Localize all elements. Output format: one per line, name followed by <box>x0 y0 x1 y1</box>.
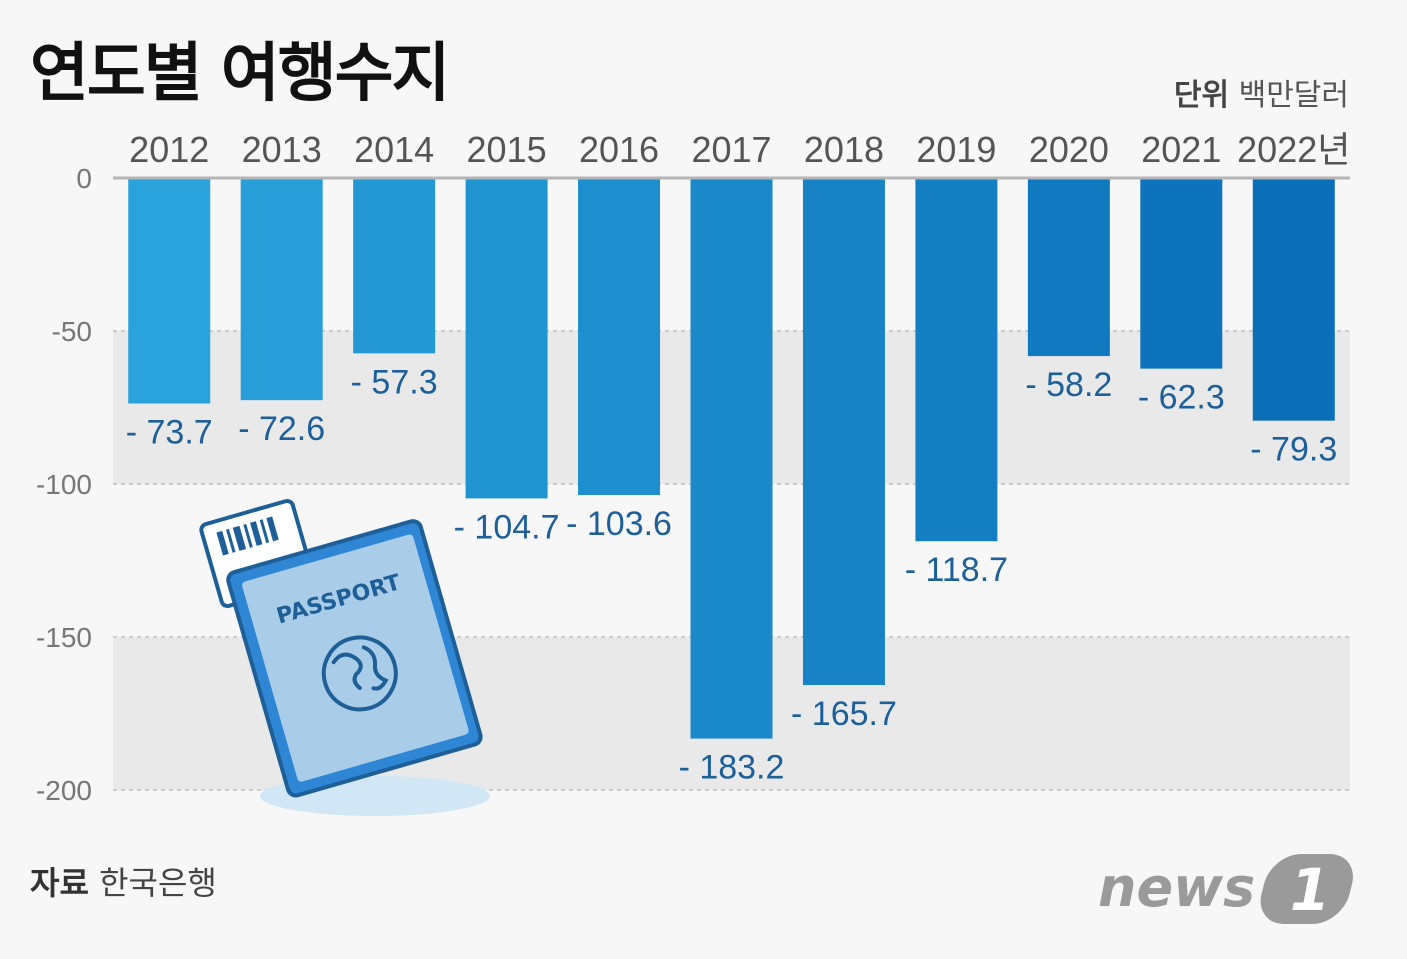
category-label: 2016 <box>579 129 659 170</box>
x-axis: 2012 2013 2014 2015 2016 2017 2018 2019 2020 2021… <box>129 129 1350 170</box>
logo-number: 1 <box>1290 856 1330 924</box>
category-label: 2019 <box>916 129 996 170</box>
category-label: 2018 <box>804 129 884 170</box>
bar <box>915 178 998 542</box>
data-label: - 57.3 <box>351 363 438 401</box>
logo-badge <box>1260 854 1353 924</box>
y-axis: 0 -50 -100 -150 -200 <box>36 163 92 806</box>
unit-value: 백만달러 <box>1238 78 1349 113</box>
data-label: - 103.6 <box>566 505 672 543</box>
source-value: 한국은행 <box>99 864 217 902</box>
category-label: 2012 <box>129 129 209 170</box>
bar <box>353 178 436 354</box>
category-label: 2021 <box>1141 129 1221 170</box>
data-label: - 79.3 <box>1250 431 1337 469</box>
category-label: 2022년 <box>1237 129 1350 170</box>
news1-logo: news 1 <box>1098 854 1353 924</box>
y-tick-label: -200 <box>36 775 92 806</box>
barcode-icon <box>216 516 279 556</box>
bar <box>240 178 323 401</box>
bar <box>802 178 885 686</box>
y-tick-label: -150 <box>36 622 92 653</box>
passport-illustration: PASSPORT <box>199 499 490 816</box>
data-label: - 183.2 <box>679 749 785 787</box>
category-label: 2014 <box>354 129 434 170</box>
category-label: 2017 <box>691 129 771 170</box>
category-label: 2013 <box>242 129 322 170</box>
category-label: 2015 <box>467 129 547 170</box>
bar <box>128 178 211 404</box>
data-label: - 72.6 <box>238 410 325 448</box>
bar <box>690 178 773 739</box>
unit-label: 단위 백만달러 <box>1174 70 1349 114</box>
data-label: - 58.2 <box>1025 366 1112 404</box>
source-key: 자료 <box>30 864 89 902</box>
y-tick-label: -100 <box>36 469 92 500</box>
bar <box>1027 178 1110 357</box>
bar <box>578 178 661 496</box>
y-tick-label: -50 <box>52 316 92 347</box>
data-label: - 104.7 <box>454 508 560 546</box>
bars <box>128 178 1335 739</box>
data-label: - 62.3 <box>1138 379 1225 417</box>
logo-text: news <box>1098 856 1255 919</box>
data-label: - 118.7 <box>905 551 1008 589</box>
bar <box>1252 178 1335 421</box>
bar <box>465 178 548 499</box>
globe-icon <box>321 635 398 712</box>
data-label: - 73.7 <box>126 414 213 452</box>
source-label: 자료 한국은행 <box>30 858 217 904</box>
unit-key: 단위 <box>1173 78 1230 113</box>
category-label: 2020 <box>1029 129 1109 170</box>
data-label: - 165.7 <box>791 695 897 733</box>
bar <box>1140 178 1223 369</box>
chart-title: 연도별 여행수지 <box>30 37 450 111</box>
y-tick-label: 0 <box>76 163 92 194</box>
data-labels: - 73.7- 72.6- 57.3- 104.7- 103.6- 183.2-… <box>126 363 1337 786</box>
